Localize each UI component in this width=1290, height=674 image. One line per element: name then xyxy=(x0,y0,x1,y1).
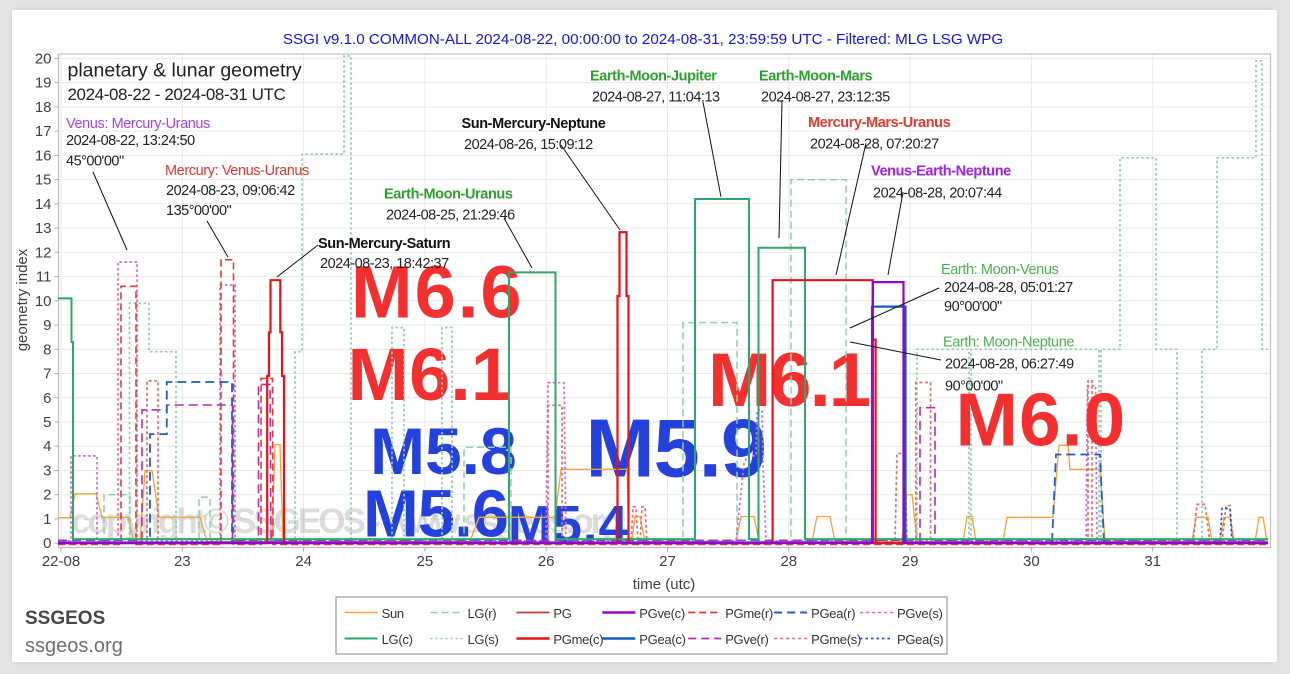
svg-text:Mercury: Venus-Uranus: Mercury: Venus-Uranus xyxy=(165,163,309,179)
svg-text:PGea(s): PGea(s) xyxy=(897,632,943,647)
svg-text:19: 19 xyxy=(35,75,52,92)
svg-text:PGme(s): PGme(s) xyxy=(811,632,861,647)
svg-text:27: 27 xyxy=(659,553,676,570)
svg-text:LG(c): LG(c) xyxy=(382,632,413,647)
svg-text:PG: PG xyxy=(553,606,571,621)
svg-text:PGme(r): PGme(r) xyxy=(725,606,773,621)
svg-text:2024-08-25, 21:29:46: 2024-08-25, 21:29:46 xyxy=(386,208,515,224)
svg-text:Venus: Mercury-Uranus: Venus: Mercury-Uranus xyxy=(66,116,210,132)
svg-text:Venus-Earth-Neptune: Venus-Earth-Neptune xyxy=(871,164,1011,180)
svg-text:Earth-Moon-Mars: Earth-Moon-Mars xyxy=(759,68,873,84)
svg-text:31: 31 xyxy=(1144,553,1161,570)
svg-text:17: 17 xyxy=(35,123,52,140)
svg-text:ssgeos.org: ssgeos.org xyxy=(25,635,123,657)
svg-text:planetary & lunar geometry: planetary & lunar geometry xyxy=(68,59,302,81)
svg-text:Earth: Moon-Neptune: Earth: Moon-Neptune xyxy=(943,334,1074,350)
svg-text:29: 29 xyxy=(902,553,919,570)
svg-text:28: 28 xyxy=(780,553,797,570)
svg-text:geometry index: geometry index xyxy=(14,248,31,351)
svg-text:1: 1 xyxy=(43,511,51,528)
svg-text:12: 12 xyxy=(35,244,52,261)
svg-text:M6.0: M6.0 xyxy=(956,377,1127,461)
svg-text:22-08: 22-08 xyxy=(42,553,80,570)
svg-text:2024-08-27, 11:04:13: 2024-08-27, 11:04:13 xyxy=(592,90,720,106)
svg-text:2024-08-26, 15:09:12: 2024-08-26, 15:09:12 xyxy=(464,137,593,153)
svg-text:9: 9 xyxy=(43,317,51,334)
svg-text:LG(s): LG(s) xyxy=(468,632,499,647)
svg-text:6: 6 xyxy=(43,390,51,407)
svg-text:14: 14 xyxy=(35,196,52,213)
svg-text:Sun: Sun xyxy=(382,606,404,621)
svg-text:PGme(c): PGme(c) xyxy=(553,632,603,647)
svg-text:8: 8 xyxy=(43,341,51,358)
svg-text:4: 4 xyxy=(43,438,51,455)
svg-text:25: 25 xyxy=(417,553,434,570)
svg-text:SSGEOS: SSGEOS xyxy=(25,608,105,629)
svg-text:2024-08-27, 23:12:35: 2024-08-27, 23:12:35 xyxy=(761,90,890,106)
svg-text:M6.6: M6.6 xyxy=(351,250,524,333)
svg-text:7: 7 xyxy=(43,366,51,383)
svg-text:2024-08-23, 18:42:37: 2024-08-23, 18:42:37 xyxy=(320,256,449,272)
svg-text:Mercury-Mars-Uranus: Mercury-Mars-Uranus xyxy=(808,115,951,131)
svg-text:30: 30 xyxy=(1023,553,1040,570)
svg-text:PGve(s): PGve(s) xyxy=(897,606,943,621)
svg-text:2024-08-23, 09:06:42: 2024-08-23, 09:06:42 xyxy=(166,183,295,199)
svg-text:Earth: Moon-Venus: Earth: Moon-Venus xyxy=(941,262,1058,278)
svg-text:23: 23 xyxy=(174,553,191,570)
svg-text:10: 10 xyxy=(35,293,52,310)
svg-text:24: 24 xyxy=(295,553,312,570)
svg-text:Sun-Mercury-Saturn: Sun-Mercury-Saturn xyxy=(318,236,450,252)
svg-text:90°00'00": 90°00'00" xyxy=(945,378,1003,394)
svg-text:M5.8: M5.8 xyxy=(370,414,517,488)
svg-text:45°00'00": 45°00'00" xyxy=(66,154,124,170)
svg-text:18: 18 xyxy=(35,99,52,116)
svg-text:2024-08-28, 20:07:44: 2024-08-28, 20:07:44 xyxy=(873,186,1002,202)
svg-text:Earth-Moon-Uranus: Earth-Moon-Uranus xyxy=(384,186,513,202)
svg-text:135°00'00": 135°00'00" xyxy=(166,203,232,219)
svg-text:16: 16 xyxy=(35,147,52,164)
svg-text:2024-08-22, 13:24:50: 2024-08-22, 13:24:50 xyxy=(66,133,195,149)
svg-text:M6.1: M6.1 xyxy=(348,333,513,416)
svg-text:3: 3 xyxy=(43,463,51,480)
svg-text:0: 0 xyxy=(43,535,51,552)
svg-text:90°00'00": 90°00'00" xyxy=(944,299,1002,315)
svg-text:LG(r): LG(r) xyxy=(468,606,497,621)
svg-text:2024-08-28, 06:27:49: 2024-08-28, 06:27:49 xyxy=(945,356,1074,372)
svg-text:20: 20 xyxy=(35,50,52,67)
svg-text:PGea(c): PGea(c) xyxy=(639,632,685,647)
svg-text:copyright© SSGEOS - www.ssgeos: copyright© SSGEOS - www.ssgeos.org xyxy=(71,502,621,541)
svg-text:2: 2 xyxy=(43,487,51,504)
svg-text:26: 26 xyxy=(538,553,555,570)
svg-text:SSGI v9.1.0 COMMON-ALL 2024-08: SSGI v9.1.0 COMMON-ALL 2024-08-22, 00:00… xyxy=(283,31,1003,48)
svg-text:PGve(c): PGve(c) xyxy=(639,606,685,621)
svg-text:2024-08-28, 05:01:27: 2024-08-28, 05:01:27 xyxy=(944,280,1073,296)
svg-text:15: 15 xyxy=(35,172,52,189)
svg-text:Sun-Mercury-Neptune: Sun-Mercury-Neptune xyxy=(462,116,606,132)
svg-text:PGve(r): PGve(r) xyxy=(725,632,768,647)
svg-text:M6.1: M6.1 xyxy=(708,338,870,423)
svg-text:5: 5 xyxy=(43,414,51,431)
svg-text:Earth-Moon-Jupiter: Earth-Moon-Jupiter xyxy=(590,68,717,84)
svg-text:M5.4: M5.4 xyxy=(508,496,629,555)
svg-text:PGea(r): PGea(r) xyxy=(811,606,855,621)
svg-text:time (utc): time (utc) xyxy=(633,576,696,593)
svg-text:2024-08-22 - 2024-08-31 UTC: 2024-08-22 - 2024-08-31 UTC xyxy=(68,85,286,104)
svg-text:13: 13 xyxy=(35,220,52,237)
svg-text:2024-08-28, 07:20:27: 2024-08-28, 07:20:27 xyxy=(810,136,939,152)
svg-text:11: 11 xyxy=(36,269,52,286)
